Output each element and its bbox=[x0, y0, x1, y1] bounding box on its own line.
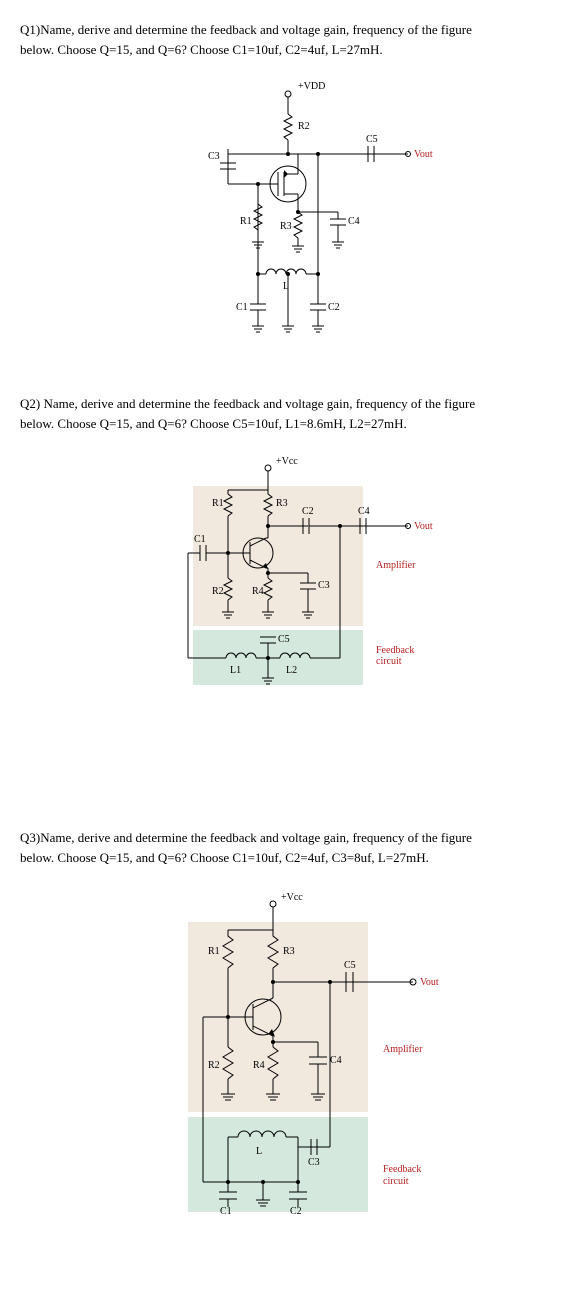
svg-text:R1: R1 bbox=[240, 216, 252, 227]
svg-text:R3: R3 bbox=[280, 221, 292, 232]
svg-text:C1: C1 bbox=[236, 302, 248, 313]
svg-text:R2: R2 bbox=[212, 586, 224, 597]
svg-text:Feedback: Feedback bbox=[383, 1164, 421, 1175]
svg-text:C2: C2 bbox=[302, 506, 314, 517]
q2-line1: Q2) Name, derive and determine the feedb… bbox=[20, 396, 475, 411]
q2-circuit: Amplifier Feedback circuit +Vcc R1 R3 C2 bbox=[108, 448, 468, 708]
svg-text:circuit: circuit bbox=[376, 656, 402, 667]
svg-text:+Vcc: +Vcc bbox=[281, 892, 303, 903]
svg-text:Feedback: Feedback bbox=[376, 645, 414, 656]
svg-text:C4: C4 bbox=[348, 216, 360, 227]
q3-line1: Q3)Name, derive and determine the feedba… bbox=[20, 830, 472, 845]
svg-text:C4: C4 bbox=[358, 506, 370, 517]
svg-text:Vout: Vout bbox=[414, 149, 433, 160]
svg-text:C1: C1 bbox=[194, 534, 206, 545]
q3-line2: below. Choose Q=15, and Q=6? Choose C1=1… bbox=[20, 850, 429, 865]
q2-line2: below. Choose Q=15, and Q=6? Choose C5=1… bbox=[20, 416, 407, 431]
svg-text:L: L bbox=[256, 1146, 262, 1157]
svg-text:C3: C3 bbox=[208, 151, 220, 162]
svg-text:Amplifier: Amplifier bbox=[376, 560, 416, 571]
svg-text:C5: C5 bbox=[344, 960, 356, 971]
svg-text:C1: C1 bbox=[220, 1206, 232, 1217]
svg-text:R1: R1 bbox=[208, 946, 220, 957]
svg-text:Vout: Vout bbox=[414, 521, 433, 532]
q3-prompt: Q3)Name, derive and determine the feedba… bbox=[20, 828, 556, 867]
q1-prompt: Q1)Name, derive and determine the feedba… bbox=[20, 20, 556, 59]
q2-prompt: Q2) Name, derive and determine the feedb… bbox=[20, 394, 556, 433]
svg-text:L1: L1 bbox=[230, 665, 241, 676]
question-2: Q2) Name, derive and determine the feedb… bbox=[20, 394, 556, 708]
svg-text:C5: C5 bbox=[366, 134, 378, 145]
svg-text:R4: R4 bbox=[252, 586, 264, 597]
q1-line1: Q1)Name, derive and determine the feedba… bbox=[20, 22, 472, 37]
svg-text:C2: C2 bbox=[328, 302, 340, 313]
svg-text:R3: R3 bbox=[276, 498, 288, 509]
svg-text:C5: C5 bbox=[278, 634, 290, 645]
q1-line2: below. Choose Q=15, and Q=6? Choose C1=1… bbox=[20, 42, 383, 57]
question-1: Q1)Name, derive and determine the feedba… bbox=[20, 20, 556, 354]
svg-text:+Vcc: +Vcc bbox=[276, 456, 298, 467]
svg-text:Vout: Vout bbox=[420, 977, 439, 988]
q1-vdd-label: +VDD bbox=[298, 81, 325, 92]
svg-text:L2: L2 bbox=[286, 665, 297, 676]
svg-text:C2: C2 bbox=[290, 1206, 302, 1217]
svg-text:R3: R3 bbox=[283, 946, 295, 957]
svg-text:R1: R1 bbox=[212, 498, 224, 509]
svg-text:R2: R2 bbox=[298, 121, 310, 132]
q3-circuit: Amplifier Feedback circuit +Vcc R1 R3 C5… bbox=[108, 882, 468, 1242]
svg-text:C3: C3 bbox=[318, 580, 330, 591]
q1-circuit: +VDD R2 C5 Vout bbox=[108, 74, 468, 354]
question-3: Q3)Name, derive and determine the feedba… bbox=[20, 828, 556, 1242]
svg-text:circuit: circuit bbox=[383, 1176, 409, 1187]
svg-text:R2: R2 bbox=[208, 1060, 220, 1071]
svg-text:C4: C4 bbox=[330, 1055, 342, 1066]
svg-text:Amplifier: Amplifier bbox=[383, 1044, 423, 1055]
svg-text:C3: C3 bbox=[308, 1157, 320, 1168]
svg-text:R4: R4 bbox=[253, 1060, 265, 1071]
